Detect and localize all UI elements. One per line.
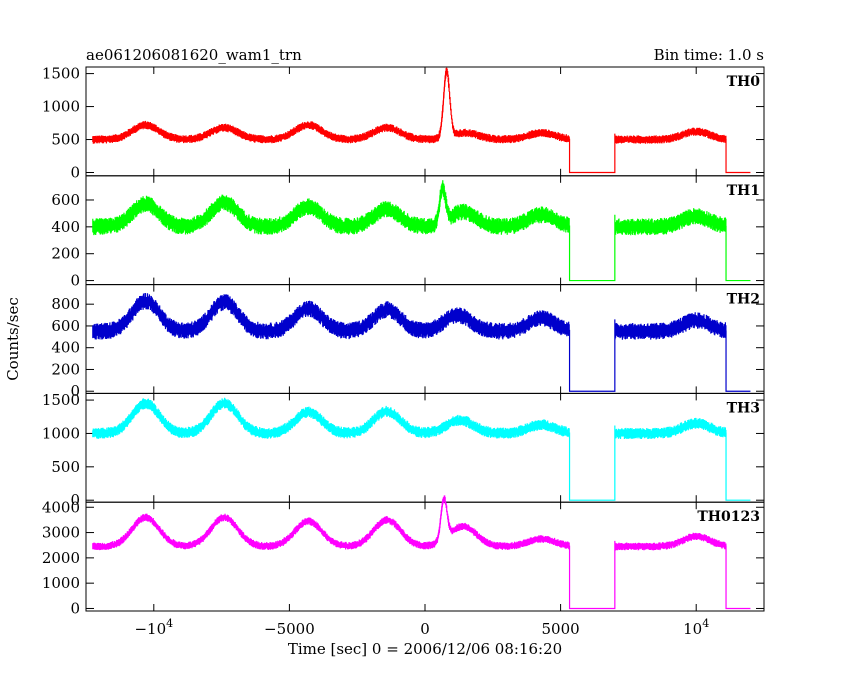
series-name-th2: TH2: [727, 292, 760, 308]
series-name-th0123: TH0123: [697, 509, 760, 525]
x-tick-label: 104: [683, 617, 709, 638]
series-gap-th2: [725, 330, 751, 392]
x-tick-label: 0: [420, 620, 430, 638]
x-tick-label: −104: [134, 617, 173, 638]
y-tick-label: 3000: [42, 524, 80, 542]
y-tick-label: 0: [70, 272, 80, 290]
y-tick-label: 600: [51, 317, 80, 335]
y-tick-label: 0: [70, 164, 80, 182]
y-tick-label: 500: [51, 131, 80, 149]
series-gap-th0: [725, 138, 751, 174]
y-tick-label: 1500: [42, 391, 80, 409]
panel-frame: [85, 392, 765, 503]
y-tick-label: 200: [51, 245, 80, 263]
x-axis: −104 −5000 0 5000 104: [134, 617, 709, 638]
panel-frame: [85, 501, 765, 612]
x-tick-label: −5000: [264, 620, 315, 638]
x-tick-exponent: 4: [702, 617, 709, 630]
series-gap-th2: [568, 319, 616, 392]
bin-time-label: Bin time: 1.0 s: [654, 46, 764, 64]
panel-th1: 0 200 400 600 TH1: [51, 175, 765, 290]
series-gap-th1: [568, 214, 616, 282]
chart-title: ae061206081620_wam1_trn: [86, 46, 302, 64]
y-tick-label: 1500: [42, 65, 80, 83]
series-line-th3: [92, 397, 727, 440]
y-tick-label: 400: [51, 339, 80, 357]
panel-frame: [85, 284, 765, 394]
x-tick-exponent: 4: [166, 617, 173, 630]
panel-th2: 0 200 400 600 800 TH2: [51, 284, 765, 400]
x-tick-label: 5000: [542, 620, 580, 638]
panel-th3: 0 500 1000 1500 TH3: [42, 391, 765, 509]
series-line-th0: [92, 67, 727, 144]
series-name-th0: TH0: [727, 74, 761, 90]
series-gap-th0: [568, 133, 616, 174]
y-tick-label: 200: [51, 360, 80, 378]
y-tick-label: 500: [51, 458, 80, 476]
y-tick-label: 400: [51, 218, 80, 236]
y-axis-label: Counts/sec: [4, 297, 22, 381]
series-name-th3: TH3: [727, 400, 760, 416]
y-tick-label: 1000: [42, 98, 80, 116]
series-name-th1: TH1: [727, 183, 760, 199]
panel-th0: 0 500 1000 1500 TH0: [42, 65, 765, 182]
y-tick-label: 0: [70, 382, 80, 400]
panel-frame: [85, 66, 765, 177]
series-gap-th1: [725, 225, 751, 282]
series-line-th1: [92, 180, 727, 236]
x-axis-label: Time [sec] 0 = 2006/12/06 08:16:20: [288, 640, 562, 658]
series-gap-th3: [725, 432, 751, 501]
y-tick-label: 0: [70, 599, 80, 617]
series-line-th0123: [92, 495, 727, 551]
y-tick-label: 4000: [42, 498, 80, 516]
y-tick-label: 600: [51, 191, 80, 209]
y-tick-label: 2000: [42, 549, 80, 567]
y-tick-label: 1000: [42, 424, 80, 442]
panels: 0 500 1000 1500 TH0 0 200 400 600 TH1 0 200 400 600 80…: [42, 65, 765, 617]
y-tick-label: 800: [51, 295, 80, 313]
series-gap-th3: [568, 425, 616, 501]
y-tick-label: 0: [70, 491, 80, 509]
panel-th0123: 0 1000 2000 3000 4000 TH0123: [42, 495, 765, 617]
y-tick-label: 1000: [42, 574, 80, 592]
series-gap-th0123: [568, 540, 616, 610]
series-gap-th0123: [725, 545, 751, 610]
series-line-th2: [92, 292, 727, 340]
